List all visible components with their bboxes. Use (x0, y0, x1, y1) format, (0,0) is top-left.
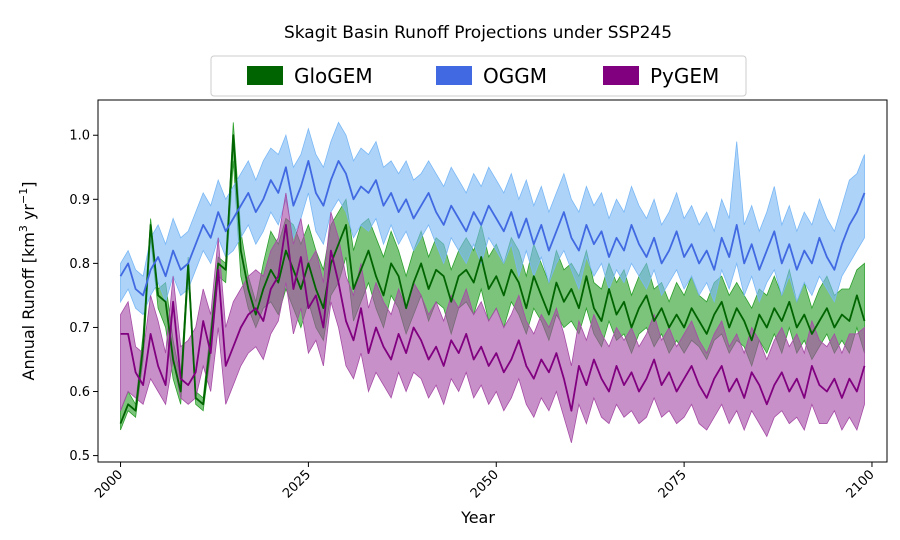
plot-area (119, 121, 866, 443)
x-axis: 2000 2025 2050 2075 2100 (92, 462, 878, 501)
y-tick-label: 0.7 (69, 321, 90, 336)
chart-title: Skagit Basin Runoff Projections under SS… (284, 23, 672, 43)
y-tick-label: 0.8 (69, 257, 90, 272)
x-axis-label: Year (460, 508, 495, 527)
y-tick-label: 0.6 (69, 385, 90, 400)
y-axis-label-sup-neg1: −1 (17, 188, 30, 204)
y-tick-label: 0.9 (69, 193, 90, 208)
x-tick-label: 2075 (656, 467, 690, 501)
glogem-median-line (119, 134, 866, 424)
pygem-range-band (120, 192, 865, 443)
legend-label-glogem: GloGEM (294, 64, 373, 88)
x-tick-label: 2000 (92, 467, 126, 501)
y-axis: 0.5 0.6 0.7 0.8 0.9 1.0 (69, 129, 98, 464)
axes-frame (97, 99, 888, 463)
y-tick-label: 0.5 (69, 449, 90, 464)
legend-swatch-oggm (436, 66, 472, 85)
oggm-median-line (119, 159, 866, 297)
y-axis-label: Annual Runoff [km3 yr−1] (17, 182, 38, 381)
pygem-median-line (120, 223, 866, 412)
legend-label-oggm: OGGM (483, 64, 547, 88)
y-axis-label-sup-3: 3 (17, 225, 30, 232)
legend-label-pygem: PyGEM (650, 64, 719, 88)
legend-swatch-pygem (603, 66, 639, 85)
y-axis-label-main: Annual Runoff [km (19, 232, 38, 380)
x-tick-label: 2025 (280, 467, 314, 501)
y-tick-label: 1.0 (69, 129, 90, 144)
x-tick-label: 2050 (468, 467, 502, 501)
legend-swatch-glogem (247, 66, 283, 85)
x-tick-label: 2100 (844, 467, 878, 501)
y-axis-label-mid: yr (19, 204, 38, 226)
y-axis-label-end: ] (19, 182, 38, 188)
legend: GloGEM OGGM PyGEM (210, 55, 747, 97)
